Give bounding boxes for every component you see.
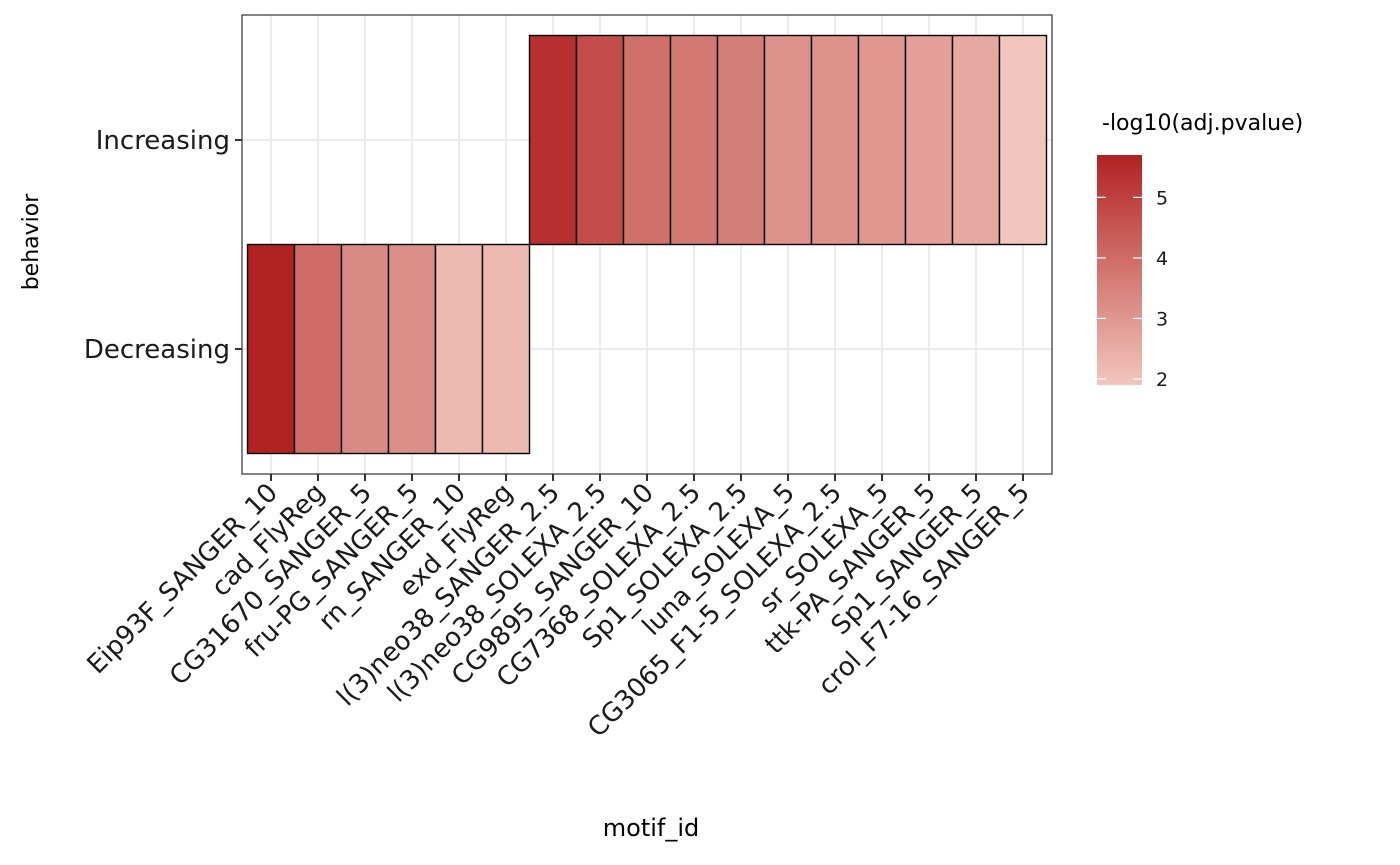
- y-axis-title: behavior: [19, 193, 44, 291]
- heatmap-tile: [716, 34, 766, 246]
- heatmap-tile: [481, 243, 531, 455]
- legend-tick-label: 4: [1156, 248, 1168, 270]
- plot-panel: [241, 14, 1053, 475]
- legend-colorbar: [1097, 155, 1142, 385]
- heatmap-tile: [951, 34, 1001, 246]
- heatmap-tile: [246, 243, 296, 455]
- legend-tick-label: 3: [1156, 308, 1168, 330]
- y-tick-label: Increasing: [96, 126, 230, 156]
- y-tick-label: Decreasing: [84, 335, 230, 365]
- x-axis-title: motif_id: [603, 814, 700, 842]
- heatmap-tile: [340, 243, 390, 455]
- heatmap-tile: [998, 34, 1048, 246]
- legend-tick-label: 5: [1156, 187, 1168, 209]
- color-legend: -log10(adj.pvalue) 2 3 4 5: [1097, 111, 1303, 391]
- heatmap-tile: [387, 243, 437, 455]
- y-axis: Decreasing Increasing: [84, 126, 242, 365]
- legend-tick-label: 2: [1156, 369, 1168, 391]
- heatmap-tile: [434, 243, 484, 455]
- heatmap-tile: [575, 34, 625, 246]
- heatmap-tile: [622, 34, 672, 246]
- heatmap-tile: [293, 243, 343, 455]
- heatmap-tile: [528, 34, 578, 246]
- heatmap-tile: [763, 34, 813, 246]
- heatmap-tile: [669, 34, 719, 246]
- legend-title: -log10(adj.pvalue): [1102, 111, 1303, 136]
- heatmap-tile: [857, 34, 907, 246]
- heatmap-tile: [810, 34, 860, 246]
- heatmap-tile: [904, 34, 954, 246]
